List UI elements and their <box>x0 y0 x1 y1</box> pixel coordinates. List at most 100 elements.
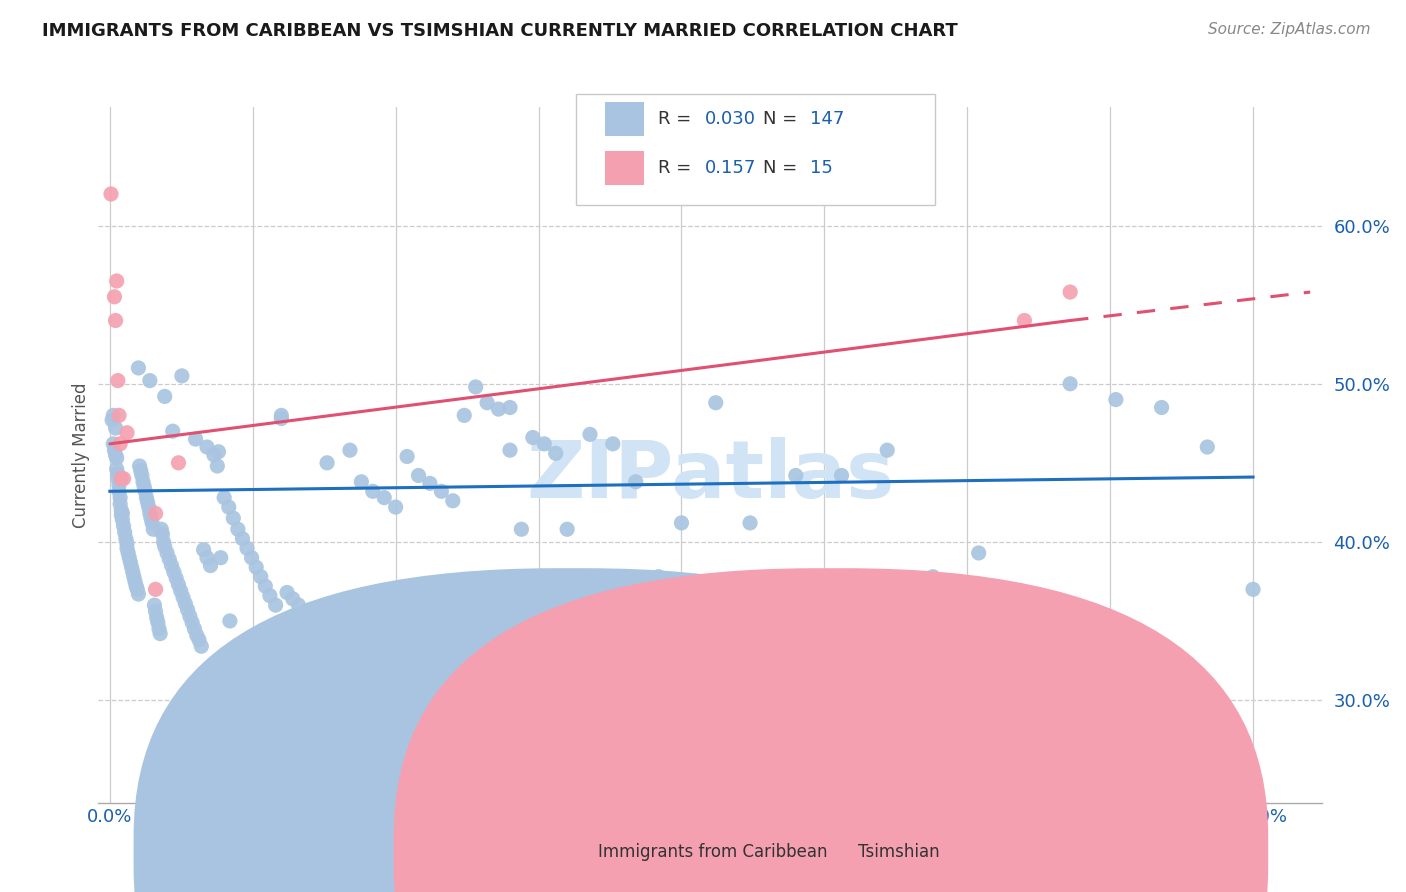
Point <box>115 425 138 440</box>
Point <box>270 411 292 425</box>
Point <box>876 443 898 458</box>
Point <box>396 450 419 464</box>
Point <box>136 495 159 509</box>
Point <box>179 609 201 624</box>
Point <box>121 560 143 574</box>
Point <box>121 565 143 579</box>
Point <box>1197 440 1219 454</box>
Point <box>104 313 127 327</box>
Point <box>103 409 125 423</box>
Point <box>108 409 131 423</box>
Point <box>127 582 149 597</box>
Point <box>647 570 669 584</box>
Point <box>316 456 339 470</box>
Point <box>107 374 129 388</box>
Point <box>322 626 344 640</box>
Point <box>134 484 156 499</box>
Point <box>122 570 145 584</box>
Point <box>111 507 134 521</box>
Point <box>103 437 125 451</box>
Point <box>533 437 555 451</box>
Point <box>108 478 131 492</box>
Point <box>384 500 406 514</box>
Point <box>292 605 315 619</box>
Point <box>110 503 132 517</box>
Point <box>139 511 162 525</box>
Point <box>184 432 207 446</box>
Point <box>143 598 166 612</box>
Point <box>544 446 567 460</box>
Point <box>105 462 128 476</box>
Point <box>311 624 333 638</box>
Text: Immigrants from Caribbean: Immigrants from Caribbean <box>598 843 827 861</box>
Point <box>671 516 693 530</box>
Text: N =: N = <box>763 110 803 128</box>
Point <box>430 484 453 499</box>
Point <box>240 550 263 565</box>
Point <box>195 440 218 454</box>
Point <box>115 536 138 550</box>
Point <box>112 472 135 486</box>
Point <box>219 614 242 628</box>
Point <box>328 630 350 644</box>
Text: N =: N = <box>763 159 810 177</box>
Point <box>108 491 131 505</box>
Point <box>103 290 125 304</box>
Point <box>153 540 176 554</box>
Point <box>209 550 232 565</box>
Point <box>108 437 131 451</box>
Point <box>105 451 128 466</box>
Point <box>453 409 475 423</box>
Point <box>157 552 180 566</box>
Text: R =: R = <box>658 159 703 177</box>
Point <box>831 468 853 483</box>
Point <box>145 507 167 521</box>
Text: 0.157: 0.157 <box>704 159 756 177</box>
Text: 147: 147 <box>810 110 844 128</box>
Point <box>127 361 149 376</box>
Point <box>183 622 205 636</box>
Point <box>127 587 149 601</box>
Point <box>104 448 127 462</box>
Point <box>254 579 277 593</box>
Point <box>579 427 602 442</box>
Point <box>112 519 135 533</box>
Point <box>190 639 212 653</box>
Point <box>111 513 134 527</box>
Point <box>464 380 486 394</box>
Point <box>373 491 395 505</box>
Point <box>339 443 361 458</box>
Point <box>160 558 183 573</box>
Point <box>555 522 578 536</box>
Point <box>129 464 152 478</box>
Point <box>139 507 162 521</box>
Point <box>1014 313 1036 327</box>
Point <box>785 468 807 483</box>
Point <box>276 585 298 599</box>
Point <box>408 468 430 483</box>
Point <box>222 511 245 525</box>
Point <box>207 458 229 473</box>
Point <box>145 605 167 619</box>
Point <box>132 475 155 489</box>
Point <box>117 546 139 560</box>
Point <box>139 374 162 388</box>
Point <box>350 475 373 489</box>
Point <box>108 497 131 511</box>
Text: R =: R = <box>658 110 697 128</box>
Point <box>522 431 544 445</box>
Point <box>152 534 174 549</box>
Point <box>101 413 124 427</box>
Point <box>152 527 174 541</box>
Point <box>419 476 441 491</box>
Point <box>153 389 176 403</box>
Text: Tsimshian: Tsimshian <box>858 843 939 861</box>
Point <box>236 541 259 556</box>
Y-axis label: Currently Married: Currently Married <box>72 382 90 528</box>
Point <box>1059 376 1081 391</box>
Point <box>475 396 498 410</box>
Point <box>287 598 309 612</box>
Point <box>163 565 186 579</box>
Point <box>195 550 218 565</box>
Point <box>170 368 193 383</box>
